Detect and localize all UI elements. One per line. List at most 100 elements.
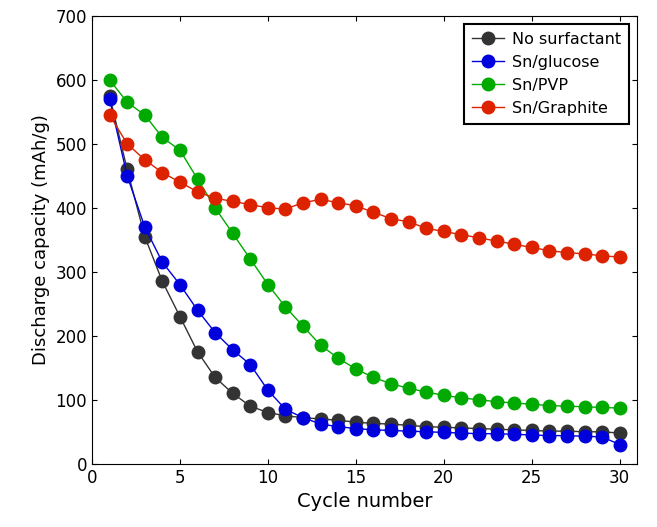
Sn/Graphite (352, 203, 360, 209)
Sn/PVP (299, 323, 307, 329)
Sn/glucose (246, 362, 254, 368)
Sn/Graphite (158, 170, 166, 176)
Sn/PVP (616, 405, 623, 411)
No surfactant (440, 424, 447, 431)
Sn/glucose (598, 434, 606, 440)
Line: Sn/Graphite: Sn/Graphite (103, 109, 626, 264)
Sn/PVP (405, 385, 413, 392)
Sn/PVP (387, 380, 395, 387)
Sn/glucose (176, 281, 184, 288)
Sn/glucose (581, 433, 589, 440)
Sn/PVP (493, 398, 501, 405)
Sn/Graphite (317, 196, 325, 202)
Line: Sn/PVP: Sn/PVP (103, 74, 626, 414)
Sn/Graphite (405, 219, 413, 225)
No surfactant (387, 421, 395, 427)
Sn/Graphite (282, 206, 290, 212)
Sn/glucose (211, 329, 219, 336)
Sn/PVP (264, 281, 272, 288)
No surfactant (158, 278, 166, 285)
No surfactant (194, 349, 202, 355)
Sn/PVP (211, 204, 219, 211)
Sn/PVP (124, 99, 131, 105)
Sn/Graphite (106, 112, 114, 118)
No surfactant (211, 374, 219, 380)
Sn/PVP (581, 404, 589, 410)
Sn/Graphite (369, 209, 377, 216)
Sn/Graphite (176, 179, 184, 186)
No surfactant (299, 415, 307, 421)
Sn/PVP (563, 403, 571, 409)
Sn/Graphite (598, 252, 606, 259)
Sn/PVP (141, 112, 148, 118)
No surfactant (493, 426, 501, 432)
Sn/PVP (334, 355, 342, 362)
No surfactant (422, 424, 430, 430)
Sn/glucose (563, 433, 571, 439)
Sn/Graphite (545, 248, 553, 254)
Sn/Graphite (493, 238, 501, 244)
Sn/glucose (616, 442, 623, 448)
Sn/PVP (158, 134, 166, 141)
Sn/Graphite (229, 198, 237, 204)
Sn/glucose (528, 432, 535, 438)
No surfactant (141, 233, 148, 240)
Sn/Graphite (422, 225, 430, 231)
No surfactant (246, 403, 254, 409)
Sn/glucose (369, 427, 377, 433)
Line: Sn/glucose: Sn/glucose (103, 93, 626, 451)
Sn/glucose (229, 347, 237, 353)
X-axis label: Cycle number: Cycle number (297, 492, 432, 511)
Sn/PVP (282, 304, 290, 310)
Sn/Graphite (475, 235, 483, 241)
Sn/PVP (176, 147, 184, 153)
Sn/PVP (106, 76, 114, 83)
Sn/PVP (475, 397, 483, 403)
Sn/Graphite (457, 231, 465, 238)
Legend: No surfactant, Sn/glucose, Sn/PVP, Sn/Graphite: No surfactant, Sn/glucose, Sn/PVP, Sn/Gr… (464, 24, 629, 124)
No surfactant (475, 425, 483, 432)
Sn/glucose (124, 173, 131, 179)
Sn/glucose (422, 428, 430, 435)
Line: No surfactant: No surfactant (103, 90, 626, 440)
No surfactant (229, 390, 237, 396)
Sn/PVP (229, 230, 237, 237)
No surfactant (457, 425, 465, 431)
Sn/PVP (598, 404, 606, 411)
No surfactant (282, 413, 290, 419)
Sn/Graphite (510, 241, 518, 248)
Sn/glucose (106, 96, 114, 102)
Sn/glucose (282, 406, 290, 413)
Sn/Graphite (616, 254, 623, 260)
No surfactant (510, 427, 518, 433)
Sn/Graphite (334, 200, 342, 206)
No surfactant (352, 419, 360, 425)
Sn/glucose (440, 429, 447, 435)
No surfactant (405, 422, 413, 428)
Sn/glucose (405, 428, 413, 434)
Y-axis label: Discharge capacity (mAh/g): Discharge capacity (mAh/g) (32, 114, 50, 365)
Sn/Graphite (194, 189, 202, 195)
Sn/glucose (141, 224, 148, 230)
Sn/PVP (422, 389, 430, 395)
Sn/glucose (264, 387, 272, 393)
Sn/PVP (545, 403, 553, 409)
Sn/Graphite (299, 200, 307, 206)
Sn/PVP (317, 342, 325, 348)
Sn/Graphite (124, 141, 131, 147)
No surfactant (334, 417, 342, 423)
Sn/PVP (194, 176, 202, 182)
No surfactant (317, 416, 325, 422)
Sn/PVP (246, 256, 254, 262)
Sn/PVP (510, 400, 518, 406)
Sn/glucose (493, 431, 501, 437)
Sn/Graphite (264, 204, 272, 211)
Sn/glucose (334, 424, 342, 430)
No surfactant (528, 427, 535, 434)
Sn/PVP (528, 401, 535, 407)
No surfactant (598, 428, 606, 435)
Sn/glucose (510, 431, 518, 437)
Sn/PVP (457, 395, 465, 401)
Sn/Graphite (581, 251, 589, 257)
Sn/Graphite (563, 249, 571, 256)
